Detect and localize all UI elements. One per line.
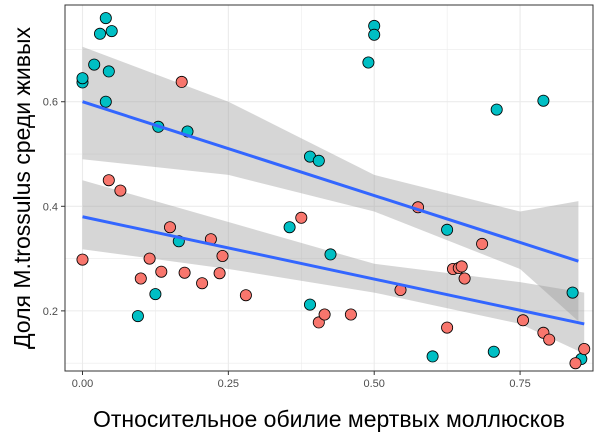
panel-border xyxy=(64,4,594,372)
x-tick-label: 0.75 xyxy=(509,378,530,390)
data-point-teal xyxy=(76,72,89,85)
data-point-salmon xyxy=(216,249,229,262)
data-point-salmon xyxy=(213,267,226,280)
data-point-salmon xyxy=(295,211,308,224)
y-tick-label: 0.2 xyxy=(43,306,58,318)
x-tick-label: 0.00 xyxy=(72,378,93,390)
data-point-teal xyxy=(362,56,375,69)
data-point-salmon xyxy=(318,308,331,321)
confidence-band-teal xyxy=(82,46,579,322)
data-point-teal xyxy=(537,94,550,107)
data-point-teal xyxy=(131,310,144,323)
data-point-teal xyxy=(105,25,118,38)
data-point-teal xyxy=(99,95,112,108)
data-point-salmon xyxy=(569,357,582,370)
data-point-salmon xyxy=(543,333,556,346)
confidence-bands xyxy=(82,46,585,354)
data-point-teal xyxy=(149,288,162,301)
data-point-salmon xyxy=(455,260,468,273)
x-tick-label: 0.25 xyxy=(218,378,239,390)
data-point-salmon xyxy=(114,184,127,197)
data-point-teal xyxy=(99,12,112,25)
data-point-salmon xyxy=(76,253,89,266)
data-point-salmon xyxy=(344,308,357,321)
x-tick-label: 0.50 xyxy=(364,378,385,390)
data-point-salmon xyxy=(196,277,209,290)
data-point-teal xyxy=(283,221,296,234)
data-point-teal xyxy=(94,27,107,40)
fit-line-teal xyxy=(82,100,579,263)
data-point-salmon xyxy=(441,321,454,334)
y-tick-label: 0.6 xyxy=(43,97,58,109)
data-point-teal xyxy=(102,65,115,78)
data-point-teal xyxy=(312,154,325,167)
y-tick-label: 0.4 xyxy=(43,201,58,213)
data-point-teal xyxy=(566,286,579,299)
data-point-salmon xyxy=(163,221,176,234)
data-point-teal xyxy=(487,345,500,358)
data-point-salmon xyxy=(102,174,115,187)
data-point-teal xyxy=(88,58,101,71)
x-axis-title: Относительное обилие мертвых моллюсков xyxy=(93,406,565,432)
data-point-salmon xyxy=(517,314,530,327)
data-point-salmon xyxy=(578,342,591,355)
data-point-salmon xyxy=(458,272,471,285)
data-point-salmon xyxy=(155,265,168,278)
y-axis-ticks: 0.2 0.4 0.6 xyxy=(43,97,65,318)
data-point-salmon xyxy=(175,75,188,88)
data-point-salmon xyxy=(178,266,191,279)
data-point-salmon xyxy=(239,289,252,302)
data-point-teal xyxy=(426,350,439,363)
data-point-salmon xyxy=(134,272,147,285)
x-axis-ticks: 0.00 0.25 0.50 0.75 xyxy=(72,371,531,390)
data-point-teal xyxy=(324,248,337,261)
data-points xyxy=(76,12,591,370)
data-point-salmon xyxy=(143,252,156,265)
fit-line-salmon xyxy=(82,215,585,326)
panel-background xyxy=(65,5,593,371)
data-point-teal xyxy=(368,28,381,41)
fit-lines xyxy=(82,100,585,326)
data-point-teal xyxy=(490,103,503,116)
data-point-teal xyxy=(441,223,454,236)
data-point-salmon xyxy=(476,237,489,250)
data-point-teal xyxy=(303,298,316,311)
y-axis-title: Доля M.trossulus среди живых xyxy=(9,26,35,349)
confidence-band-salmon xyxy=(82,180,585,354)
